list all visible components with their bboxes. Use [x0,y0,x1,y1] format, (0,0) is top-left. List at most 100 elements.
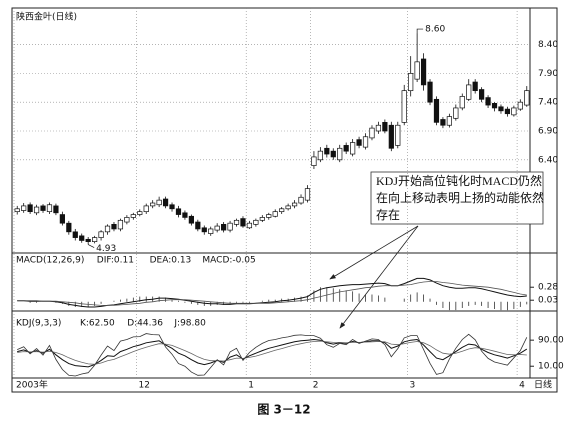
candle-body [491,102,498,109]
x-tick-label: 4 [519,381,525,391]
candle-body [427,81,433,103]
x-tick-label: 2003年 [16,379,48,391]
y-tick-label: 90.00 [538,336,564,346]
candle-body [317,150,323,161]
candle-body [188,215,194,224]
candle-body [369,127,375,139]
candle-body [266,214,272,218]
candle-body [92,237,98,242]
candle-body [233,219,240,225]
callout-text: 在向上移动表明上扬的动能依然 [376,190,544,205]
candle-body [59,214,65,224]
candle-body [433,98,440,123]
annotation-leader [416,28,424,34]
x-tick-label: 2 [313,381,319,391]
candle-body [85,238,91,242]
panel-title: MACD(12,26,9) [16,256,84,266]
candle-body [259,217,265,221]
candle-body [182,212,188,218]
candle-body [195,221,201,230]
candle-body [382,122,388,132]
candle-body [117,219,124,230]
candle-body [246,222,253,229]
candle-body [408,73,414,92]
candle-body [72,231,78,238]
candle-body [227,222,233,231]
candle-body [504,108,511,115]
indicator-line [17,281,527,306]
candle-body [156,199,162,206]
candle-body [240,218,246,227]
candle-body [79,235,85,241]
candle-body [485,97,491,106]
candle-body [27,204,33,213]
y-tick-label: 6.90 [538,127,558,137]
readout: DIF:0.11 [97,256,134,266]
candle-body [479,89,485,100]
x-tick-label: 3 [409,381,415,391]
candle-body [130,214,136,218]
callout-text: KDJ开始高位钝化时MACD仍然 [376,173,542,188]
candle-body [253,219,259,225]
y-tick-label: 10.00 [538,362,564,372]
candle-body [169,204,175,210]
candle-body [46,204,53,213]
candle-body [453,107,459,119]
candle-body [162,198,169,207]
candle-body [285,205,291,210]
candle-body [214,225,220,231]
candle-body [446,116,452,126]
y-tick-label: 8.40 [538,40,558,50]
indicator-line [17,333,528,377]
candle-body [208,228,214,234]
readout: MACD:-0.05 [202,256,255,266]
candle-body [14,208,20,213]
y-tick-label: 6.40 [538,155,558,165]
readout: D:44.36 [127,319,163,329]
annotation-leader [88,244,95,248]
candle-body [201,227,207,233]
candle-body [304,188,311,201]
candle-body [459,96,465,109]
candle-body [440,119,446,126]
candle-body [466,84,472,100]
candle-body [414,61,420,80]
candle-body [420,58,427,86]
y-tick-label: 7.40 [538,98,558,108]
callout-arrow [339,225,419,329]
readout: J:98.80 [173,319,206,329]
candle-body [472,81,478,92]
y-tick-label: 0.03 [538,296,558,306]
candle-body [350,142,356,155]
candle-body [311,156,317,166]
candle-body [143,205,149,213]
candle-body [517,101,523,110]
candle-body [375,124,382,132]
callout-box [370,171,544,225]
candle-body [291,202,298,207]
candle-body [362,136,369,148]
candle-body [401,90,407,123]
indicator-line [17,338,528,368]
candle-body [324,147,330,155]
indicator-line [17,340,527,365]
annotation-label: 4.93 [96,244,116,254]
candle-body [66,222,72,233]
candle-body [111,223,117,230]
candle-body [150,202,156,207]
candle-body [98,231,104,238]
candle-body [337,147,343,161]
candle-body [524,90,530,106]
period-label: 日线 [534,379,552,391]
callout-arrow [329,225,419,280]
candle-body [511,107,517,116]
chart-frame [11,7,558,393]
candle-body [356,139,362,146]
candle-body [272,211,278,217]
candle-body [498,106,504,112]
candle-body [298,196,304,204]
indicator-line [17,277,527,308]
readout: DEA:0.13 [150,256,192,266]
candle-body [221,223,227,231]
candle-body [137,211,143,215]
